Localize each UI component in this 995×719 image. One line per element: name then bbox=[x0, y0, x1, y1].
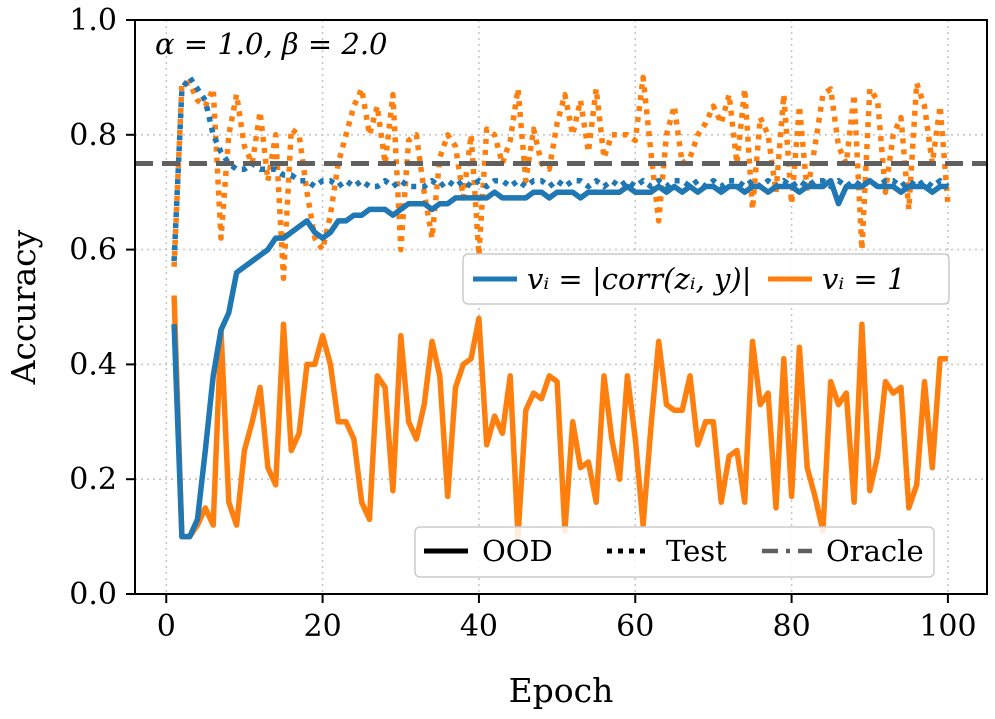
legend-test-label: Test bbox=[666, 534, 727, 568]
y-tick-label: 1.0 bbox=[69, 3, 117, 38]
series-layer bbox=[171, 74, 951, 540]
corr-ood-line bbox=[171, 177, 948, 540]
y-tick-label: 0.4 bbox=[69, 347, 117, 382]
x-tick-label: 0 bbox=[157, 609, 176, 644]
x-tick-label: 40 bbox=[460, 609, 498, 644]
ones-ood-line bbox=[171, 295, 948, 540]
ones-test-line bbox=[171, 74, 951, 282]
legend-oracle-label: Oracle bbox=[826, 534, 924, 568]
y-tick-label: 0.8 bbox=[69, 118, 117, 153]
corr-test-line bbox=[171, 74, 950, 262]
legend-styles: OOD Test Oracle bbox=[414, 526, 935, 578]
axis-ticks: 0 20 40 60 80 100 0.0 0.2 0.4 0.6 0.8 1.0 bbox=[69, 3, 976, 644]
legend-ood-label: OOD bbox=[482, 534, 553, 568]
legend-corr-label: vᵢ = |corr(zᵢ, y)| bbox=[527, 262, 751, 296]
x-tick-label: 80 bbox=[772, 609, 810, 644]
plot-frame bbox=[134, 19, 988, 595]
legend-methods: vᵢ = |corr(zᵢ, y)| vᵢ = 1 bbox=[462, 253, 950, 305]
parameter-annotation: α = 1.0, β = 2.0 bbox=[155, 27, 388, 61]
legend-ones-label: vᵢ = 1 bbox=[822, 262, 905, 296]
legend-styles-box bbox=[414, 526, 935, 578]
x-tick-label: 20 bbox=[304, 609, 342, 644]
x-tick-label: 60 bbox=[616, 609, 654, 644]
x-tick-label: 100 bbox=[919, 609, 976, 644]
y-tick-label: 0.0 bbox=[69, 577, 117, 612]
y-tick-label: 0.6 bbox=[69, 233, 117, 268]
legend-methods-box bbox=[462, 253, 950, 305]
y-axis-label: Accuracy bbox=[4, 229, 43, 385]
x-axis-label: Epoch bbox=[509, 671, 614, 710]
y-tick-label: 0.2 bbox=[69, 462, 117, 497]
